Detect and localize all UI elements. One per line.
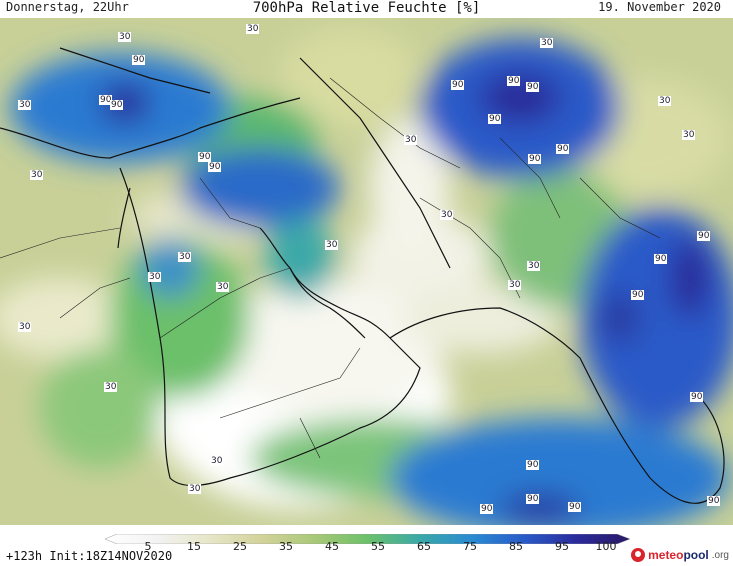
contour-label: 30 — [18, 100, 32, 110]
contour-label: 90 — [488, 114, 502, 124]
contour-label: 30 — [682, 130, 696, 140]
model-run-info: +123h Init:18Z14NOV2020 — [6, 549, 173, 563]
valid-time: Donnerstag, 22Uhr — [6, 0, 129, 14]
map-title: 700hPa Relative Feuchte [%] — [252, 0, 481, 16]
contour-label: 30 — [508, 280, 522, 290]
contour-label: 30 — [104, 382, 118, 392]
contour-label: 90 — [110, 100, 124, 110]
colorbar-label: 95 — [555, 540, 569, 553]
contour-label: 30 — [540, 38, 554, 48]
valid-date: 19. November 2020 — [598, 0, 721, 14]
contour-label: 90 — [568, 502, 582, 512]
contour-label: 30 — [658, 96, 672, 106]
contour-label: 90 — [208, 162, 222, 172]
contour-label: 90 — [528, 154, 542, 164]
contour-label: 90 — [526, 82, 540, 92]
contour-label: 30 — [148, 272, 162, 282]
contour-label: 90 — [707, 496, 721, 506]
contour-label: 30 — [246, 24, 260, 34]
contour-label: 90 — [654, 254, 668, 264]
coastlines — [0, 47, 725, 504]
colorbar-labels: 5 15 25 35 45 55 65 75 85 95 100 — [0, 540, 733, 554]
contour-label: 90 — [198, 152, 212, 162]
contour-label: 30 — [30, 170, 44, 180]
contour-label: 30 — [18, 322, 32, 332]
contour-label: 30 — [216, 282, 230, 292]
brand-pool: pool — [683, 548, 709, 562]
colorbar-label: 85 — [509, 540, 523, 553]
colorbar-label: 65 — [417, 540, 431, 553]
contour-label: 30 — [527, 261, 541, 271]
colorbar-label: 45 — [325, 540, 339, 553]
colorbar-label: 15 — [187, 540, 201, 553]
contour-label: 90 — [480, 504, 494, 514]
colorbar-label: 5 — [144, 540, 152, 553]
contour-label: 90 — [526, 460, 540, 470]
colorbar-label: 35 — [279, 540, 293, 553]
brand-tld: .org — [711, 549, 729, 561]
colorbar-label: 55 — [371, 540, 385, 553]
contour-label: 90 — [451, 80, 465, 90]
contour-label: 90 — [690, 392, 704, 402]
contour-label: 30 — [118, 32, 132, 42]
contour-label: 30 — [188, 484, 202, 494]
colorbar-label: 25 — [233, 540, 247, 553]
contour-label: 30 — [440, 210, 454, 220]
humidity-field — [0, 18, 733, 525]
contour-label: 90 — [697, 231, 711, 241]
contour-label: 30 — [178, 252, 192, 262]
contour-label: 90 — [526, 494, 540, 504]
humidity-map[interactable]: 30 30 90 90 90 30 30 90 90 30 90 90 30 9… — [0, 18, 733, 525]
colorbar-label: 75 — [463, 540, 477, 553]
contour-label: 30 — [325, 240, 339, 250]
colorbar — [104, 529, 631, 545]
contour-label: 90 — [556, 144, 570, 154]
contour-label: 30 — [404, 135, 418, 145]
brand-meteo: meteo — [648, 548, 684, 562]
contour-label: 30 — [210, 456, 224, 466]
contour-label: 90 — [99, 95, 113, 105]
contour-label: 90 — [132, 55, 146, 65]
contour-label: 90 — [631, 290, 645, 300]
header: Donnerstag, 22Uhr 700hPa Relative Feucht… — [0, 0, 733, 18]
contour-label: 90 — [507, 76, 521, 86]
colorbar-label: 100 — [595, 540, 617, 553]
brand-name: meteopool — [648, 548, 709, 562]
meteopool-icon — [631, 548, 646, 562]
humidity-shading — [0, 28, 733, 525]
meteopool-logo[interactable]: meteopool .org — [631, 546, 729, 564]
